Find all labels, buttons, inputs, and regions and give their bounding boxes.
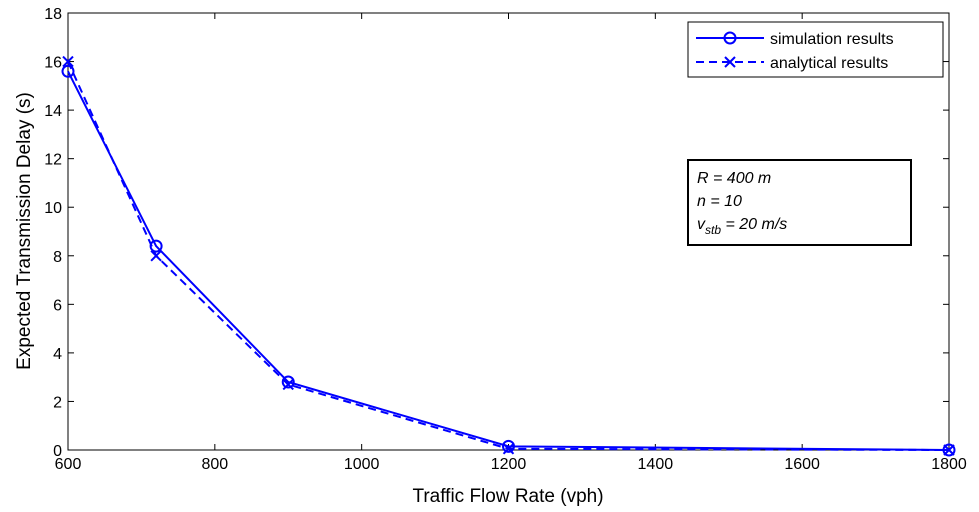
x-tick-label: 600 — [55, 456, 82, 473]
series-layer — [61, 55, 956, 457]
y-axis-label: Expected Transmission Delay (s) — [14, 92, 35, 370]
x-tick-label: 1200 — [491, 456, 527, 473]
x-tick-label: 1000 — [344, 456, 380, 473]
legend-label-simulation: simulation results — [770, 31, 894, 48]
legend-marker-analytical — [724, 56, 736, 68]
annotation-r: R = 400 m — [697, 170, 771, 187]
data-point-x — [502, 443, 515, 455]
y-tick-label: 2 — [53, 394, 62, 411]
series-line-0 — [67, 70, 950, 451]
x-tick-label: 1600 — [784, 456, 820, 473]
y-tick-label: 6 — [53, 297, 62, 314]
annotation-border — [687, 159, 912, 246]
annotation-v-rest: = 20 m/s — [721, 216, 787, 233]
y-tick-label: 12 — [44, 152, 62, 169]
y-tick-label: 8 — [53, 249, 62, 266]
x-tick-label: 1400 — [638, 456, 674, 473]
annotation-n: n = 10 — [697, 193, 742, 210]
data-point-x — [150, 250, 162, 262]
annotation-v-var: v — [697, 216, 706, 233]
legend: simulation results analytical results — [687, 21, 944, 78]
y-tick-label: 18 — [44, 6, 62, 23]
data-point-circle — [502, 439, 515, 453]
legend-label-analytical: analytical results — [770, 55, 888, 72]
y-tick-label: 14 — [44, 103, 62, 120]
x-tick-label: 1800 — [931, 456, 967, 473]
data-point-x — [943, 444, 955, 456]
x-tick-label: 800 — [201, 456, 228, 473]
annotation-v: vstb = 20 m/s — [697, 216, 787, 237]
y-tick-label: 0 — [53, 443, 62, 460]
annotation-v-sub: stb — [705, 223, 721, 237]
data-point-circle — [942, 443, 956, 457]
y-tick-label: 10 — [44, 200, 62, 217]
data-point-x — [62, 55, 74, 68]
legend-marker-simulation — [723, 31, 737, 45]
y-tick-label: 16 — [44, 55, 62, 72]
y-tick-label: 4 — [53, 346, 62, 363]
annotation-box: R = 400 m n = 10 vstb = 20 m/s — [687, 159, 912, 246]
data-point-x — [282, 378, 294, 391]
x-axis-label: Traffic Flow Rate (vph) — [412, 486, 603, 507]
data-point-circle — [281, 375, 295, 389]
data-point-circle — [61, 64, 75, 78]
legend-box — [687, 21, 944, 78]
